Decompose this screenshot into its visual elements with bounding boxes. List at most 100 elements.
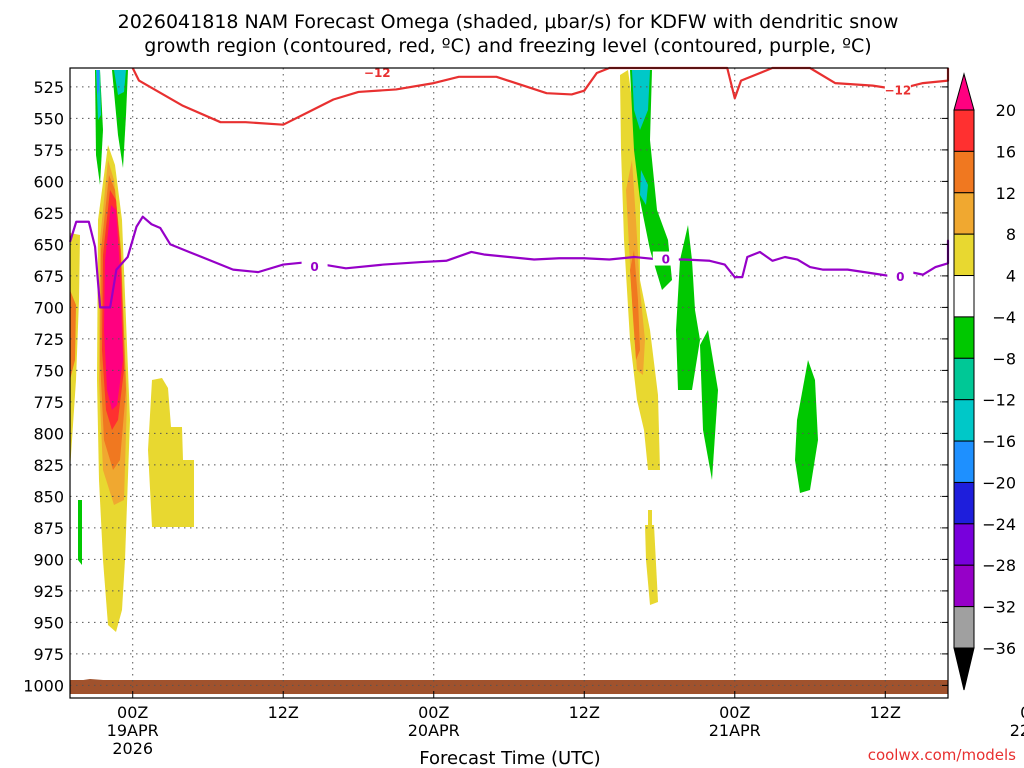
y-tick-label: 650 — [33, 235, 64, 254]
colorbar-label: 4 — [1006, 267, 1016, 286]
y-axis-ticks: 525 550 575 600 625 650 675 700 725 750 775 800 825 8… — [23, 78, 948, 695]
omega-region — [112, 70, 128, 168]
colorbar-label: −28 — [982, 556, 1016, 575]
omega-region — [97, 70, 99, 95]
colorbar-label: 20 — [996, 101, 1016, 120]
surface-terrain-top — [70, 679, 948, 690]
x-tick-date: 22APR — [1010, 721, 1024, 740]
contour-label-bg — [301, 259, 328, 274]
plot-frame — [69, 67, 949, 699]
omega-region — [645, 525, 658, 605]
contour-label-bg — [887, 269, 914, 284]
x-tick-date: 21APR — [709, 721, 761, 740]
y-tick-label: 725 — [33, 330, 64, 349]
omega-region — [70, 290, 76, 380]
colorbar-box — [953, 399, 975, 442]
colorbar-label: −4 — [992, 308, 1016, 327]
colorbar-bottom-arrow — [953, 647, 975, 691]
y-tick-label: 800 — [33, 424, 64, 443]
contour-label: 0 — [896, 270, 904, 284]
x-tick-date: 20APR — [408, 721, 460, 740]
colorbar-label: 12 — [996, 184, 1016, 203]
colorbar-box — [953, 150, 975, 194]
colorbar-label: 8 — [1006, 225, 1016, 244]
x-axis-label: Forecast Time (UTC) — [419, 748, 600, 768]
y-tick-label: 900 — [33, 550, 64, 569]
x-tick-date: 19APR — [107, 721, 159, 740]
chart-title-line2: growth region (contoured, red, ºC) and f… — [144, 35, 871, 57]
colorbar-box — [953, 357, 975, 401]
colorbar-box — [953, 275, 975, 318]
freezing-level-contour — [68, 215, 950, 309]
contour-label: −12 — [364, 66, 391, 80]
colorbar-box — [953, 564, 975, 608]
omega-region — [148, 378, 194, 527]
x-tick-label: 12Z — [569, 703, 600, 722]
x-tick-label: 00Z — [418, 703, 449, 722]
omega-region — [700, 330, 718, 480]
contour-label: −12 — [884, 84, 911, 98]
colorbar-box — [953, 316, 975, 359]
y-tick-label: 975 — [33, 645, 64, 664]
colorbar: 20 16 12 8 4 −4 −8 −12 −16 −20 −24 −28 −32 −36 — [953, 72, 1016, 691]
y-tick-label: 600 — [33, 172, 64, 191]
x-tick-label: 12Z — [268, 703, 299, 722]
y-tick-label: 825 — [33, 456, 64, 475]
credit-text: coolwx.com/models — [868, 746, 1016, 764]
y-tick-label: 850 — [33, 487, 64, 506]
contour-label-bg — [652, 251, 679, 266]
omega-shading — [70, 70, 948, 694]
colorbar-box — [953, 233, 975, 277]
y-tick-label: 925 — [33, 582, 64, 601]
x-tick-label: 00Z — [117, 703, 148, 722]
x-tick-label: 00Z — [1020, 703, 1024, 722]
contour-label: 0 — [310, 260, 318, 274]
colorbar-label: 16 — [996, 142, 1016, 161]
colorbar-box — [953, 109, 975, 152]
colorbar-box — [953, 192, 975, 235]
omega-region — [78, 500, 82, 565]
omega-region — [630, 250, 640, 360]
omega-region — [626, 160, 645, 375]
x-tick-year: 2026 — [112, 739, 153, 758]
colorbar-label: −8 — [992, 349, 1016, 368]
colorbar-label: −16 — [982, 432, 1016, 451]
colorbar-box — [953, 481, 975, 525]
y-tick-label: 550 — [33, 109, 64, 128]
y-tick-label: 775 — [33, 393, 64, 412]
omega-region — [640, 170, 648, 205]
dgz-minus12-contour — [131, 66, 950, 126]
contour-label: 0 — [662, 253, 670, 267]
chart-title-line1: 2026041818 NAM Forecast Omega (shaded, μ… — [118, 11, 899, 33]
omega-region — [795, 360, 818, 493]
y-tick-label: 1000 — [23, 676, 64, 695]
y-tick-label: 700 — [33, 298, 64, 317]
x-tick-label: 00Z — [719, 703, 750, 722]
x-tick-label: 12Z — [870, 703, 901, 722]
colorbar-label: −12 — [982, 391, 1016, 410]
x-axis-ticks: 00Z19APR202612Z00Z20APR12Z00Z21APR12Z00Z… — [107, 691, 1024, 758]
y-tick-label: 675 — [33, 267, 64, 286]
y-tick-label: 525 — [33, 78, 64, 97]
omega-region — [114, 70, 126, 95]
omega-region — [648, 510, 652, 530]
colorbar-box — [953, 523, 975, 566]
colorbar-label: −20 — [982, 473, 1016, 492]
y-tick-label: 875 — [33, 519, 64, 538]
grid-lines — [70, 68, 948, 698]
y-tick-label: 950 — [33, 613, 64, 632]
colorbar-label: −36 — [982, 639, 1016, 658]
colorbar-box — [953, 606, 975, 649]
y-tick-label: 575 — [33, 141, 64, 160]
colorbar-label: −32 — [982, 598, 1016, 617]
y-tick-label: 625 — [33, 204, 64, 223]
contour-lines: −12 −12 0 0 0 — [68, 65, 950, 309]
contour-label-bg — [884, 82, 911, 97]
colorbar-box — [953, 440, 975, 483]
colorbar-label: −24 — [982, 515, 1016, 534]
y-tick-label: 750 — [33, 361, 64, 380]
omega-region — [632, 70, 650, 130]
colorbar-top-arrow — [953, 72, 975, 111]
omega-region — [95, 70, 103, 185]
